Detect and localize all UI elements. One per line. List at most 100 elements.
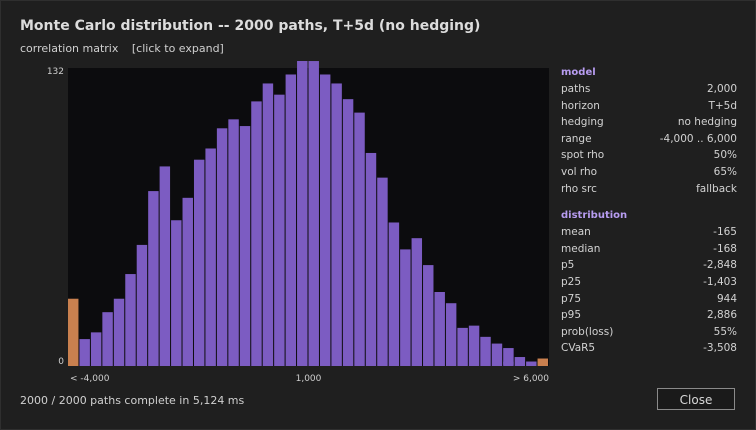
- distribution-stat-label: p25: [561, 275, 582, 288]
- distribution-stat-row: prob(loss) 55%: [561, 324, 737, 341]
- distribution-stat-row: p95 2,886: [561, 307, 737, 324]
- histogram-bar: [216, 128, 228, 366]
- histogram-bar-tail-low: [68, 298, 79, 366]
- histogram-bar: [388, 222, 400, 366]
- model-stat-value: 50%: [713, 149, 737, 162]
- model-stat-value: T+5d: [708, 99, 737, 112]
- histogram-bar: [79, 339, 90, 366]
- x-tick-label: > 6,000: [513, 374, 549, 384]
- histogram-bar: [457, 327, 468, 366]
- model-stat-value: -4,000 .. 6,000: [659, 132, 737, 145]
- model-stat-row: spot rho 50%: [561, 147, 737, 164]
- histogram-bar: [102, 312, 113, 366]
- distribution-stat-value: 944: [716, 292, 737, 305]
- histogram-bar: [491, 343, 503, 366]
- distribution-stat-value: -2,848: [703, 259, 737, 272]
- histogram-bar: [377, 177, 388, 366]
- distribution-stat-value: -165: [713, 226, 737, 239]
- model-stat-label: spot rho: [561, 149, 605, 162]
- histogram-bar: [480, 336, 491, 366]
- histogram-bar: [411, 238, 423, 366]
- model-stat-label: hedging: [561, 116, 604, 129]
- stats-panel: model paths 2,000 horizon T+5d hedging no hed…: [561, 65, 737, 357]
- close-button[interactable]: Close: [657, 388, 735, 410]
- model-heading: model: [561, 67, 596, 78]
- histogram-bar: [526, 361, 537, 366]
- histogram-bar: [148, 191, 159, 366]
- histogram-bar: [136, 244, 148, 366]
- distribution-stat-row: p5 -2,848: [561, 257, 737, 274]
- x-tick-label: < -4,000: [70, 374, 110, 384]
- distribution-stat-label: CVaR5: [561, 342, 596, 355]
- histogram-bar-small: [503, 361, 514, 365]
- distribution-stat-label: prob(loss): [561, 325, 614, 338]
- histogram-bar: [159, 166, 171, 366]
- histogram-chart: 132 0 < -4,000 1,000 > 6,000: [11, 61, 551, 391]
- distribution-stat-row: p25 -1,403: [561, 274, 737, 291]
- histogram-bar: [514, 357, 526, 366]
- histogram-bar: [285, 74, 297, 366]
- histogram-bar: [274, 94, 285, 366]
- dialog-title: Monte Carlo distribution -- 2000 paths, …: [20, 18, 481, 34]
- histogram-bar: [342, 99, 354, 366]
- distribution-stat-value: -168: [713, 242, 737, 255]
- distribution-stat-label: p75: [561, 292, 582, 305]
- model-stat-value: no hedging: [677, 116, 737, 129]
- model-stat-label: vol rho: [561, 165, 598, 178]
- histogram-bar: [400, 249, 411, 366]
- y-tick-label-max: 132: [47, 67, 64, 77]
- histogram-svg: 132 0 < -4,000 1,000 > 6,000: [47, 61, 549, 384]
- correlation-matrix-row: correlation matrix [click to expand]: [20, 42, 224, 55]
- histogram-bar: [125, 274, 136, 366]
- model-rows: paths 2,000 horizon T+5d hedging no hedging ra…: [561, 81, 737, 197]
- model-stat-value: 65%: [713, 165, 737, 178]
- histogram-bar: [171, 220, 182, 366]
- histogram-bar: [445, 303, 457, 366]
- histogram-bar: [182, 197, 193, 366]
- model-stat-label: horizon: [561, 99, 600, 112]
- model-stat-row: rho src fallback: [561, 181, 737, 198]
- histogram-bar: [90, 332, 102, 366]
- model-stat-label: paths: [561, 83, 591, 95]
- histogram-bar: [434, 292, 445, 366]
- histogram-bar: [423, 265, 434, 366]
- histogram-bar: [239, 126, 251, 366]
- distribution-stat-label: p95: [561, 309, 582, 322]
- histogram-bar: [205, 148, 216, 366]
- distribution-stat-row: mean -165: [561, 224, 737, 241]
- status-text: 2000 / 2000 paths complete in 5,124 ms: [20, 394, 245, 407]
- distribution-stat-label: mean: [561, 226, 591, 239]
- model-stat-value: 2,000: [706, 83, 737, 95]
- histogram-bar: [319, 74, 331, 366]
- histogram-bar: [354, 112, 365, 366]
- distribution-stat-value: 55%: [713, 325, 737, 338]
- model-stat-row: hedging no hedging: [561, 114, 737, 131]
- distribution-stat-value: -1,403: [703, 275, 737, 288]
- distribution-rows: mean -165 median -168 p5 -2,848 p25 -1,403 p75 94…: [561, 224, 737, 357]
- distribution-stat-row: median -168: [561, 241, 737, 258]
- x-tick-label: 1,000: [296, 374, 322, 384]
- histogram-bar: [468, 325, 480, 366]
- histogram-bar: [262, 83, 274, 367]
- histogram-bar-tail-high: [537, 358, 548, 366]
- model-stat-row: range -4,000 .. 6,000: [561, 131, 737, 148]
- distribution-stat-value: -3,508: [703, 342, 737, 355]
- expand-correlation-link[interactable]: [click to expand]: [131, 42, 224, 55]
- distribution-stat-label: median: [561, 242, 601, 255]
- histogram-bar: [331, 83, 342, 367]
- model-stat-row: paths 2,000: [561, 81, 737, 98]
- distribution-stat-label: p5: [561, 259, 575, 272]
- distribution-stat-row: CVaR5 -3,508: [561, 340, 737, 357]
- histogram-bar: [193, 159, 205, 366]
- histogram-bar: [365, 152, 377, 366]
- histogram-bar: [308, 61, 319, 366]
- distribution-stat-row: p75 944: [561, 291, 737, 308]
- histogram-bar: [113, 298, 125, 366]
- model-stat-row: vol rho 65%: [561, 164, 737, 181]
- model-stat-label: range: [561, 132, 592, 145]
- model-stat-row: horizon T+5d: [561, 98, 737, 115]
- model-stat-label: rho src: [561, 182, 597, 195]
- distribution-heading: distribution: [561, 210, 628, 222]
- y-tick-label-min: 0: [58, 357, 64, 367]
- histogram-bar: [251, 101, 262, 367]
